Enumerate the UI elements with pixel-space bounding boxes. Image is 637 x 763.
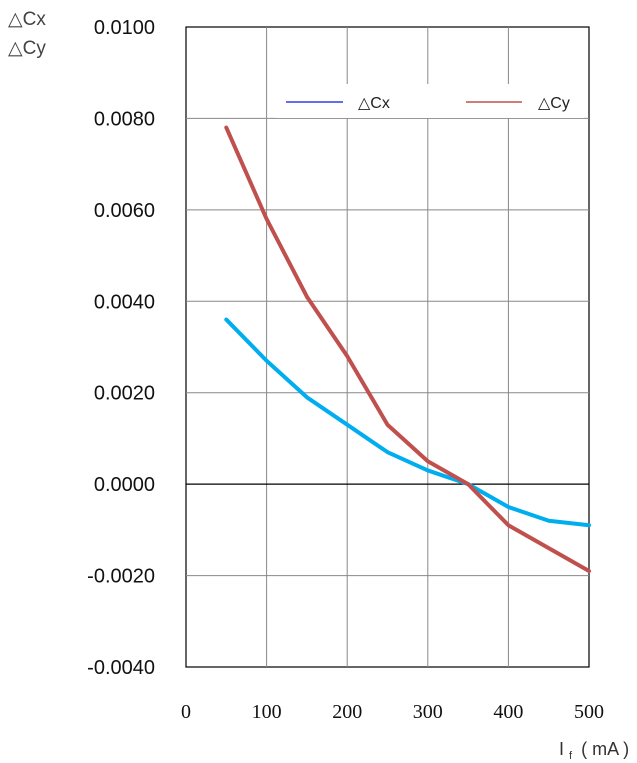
y-tick-labels: 0.0100 0.0080 0.0060 0.0040 0.0020 0.0000 -0.0… <box>87 17 155 679</box>
y-axis-label-line-2: △Cy <box>8 38 46 59</box>
legend-label-cx: △Cx <box>358 95 390 112</box>
legend: △Cx △Cy <box>276 84 584 118</box>
y-axis-label-line-1: △Cx <box>8 9 46 30</box>
x-axis-label-main: I <box>559 739 564 759</box>
series-line-cy <box>224 125 591 573</box>
y-tick-label: 0.0080 <box>94 108 155 130</box>
y-tick-label: 0.0040 <box>94 291 155 313</box>
x-axis-label: I f ( mA ) <box>559 739 629 763</box>
y-tick-label: 0.0060 <box>94 200 155 222</box>
x-tick-labels: 0 100 200 300 400 500 <box>181 701 604 723</box>
x-tick-label: 0 <box>181 701 191 723</box>
x-tick-label: 400 <box>493 701 523 723</box>
y-tick-label: 0.0020 <box>94 383 155 405</box>
x-tick-label: 200 <box>332 701 362 723</box>
y-tick-label: 0.0000 <box>94 474 155 496</box>
x-axis-label-subscript: f <box>569 750 573 762</box>
grid-layer <box>185 26 590 668</box>
legend-background <box>276 84 584 118</box>
y-tick-label: -0.0020 <box>87 566 155 588</box>
x-tick-label: 100 <box>252 701 282 723</box>
series-line-cx <box>224 317 591 528</box>
legend-label-cy: △Cy <box>538 95 570 112</box>
plot-area <box>185 26 590 668</box>
y-tick-label: -0.0040 <box>87 657 155 679</box>
x-tick-label: 500 <box>574 701 604 723</box>
x-tick-label: 300 <box>413 701 443 723</box>
series-layer <box>224 125 591 573</box>
x-axis-label-unit: ( mA ) <box>581 739 629 759</box>
y-tick-label: 0.0100 <box>94 17 155 39</box>
